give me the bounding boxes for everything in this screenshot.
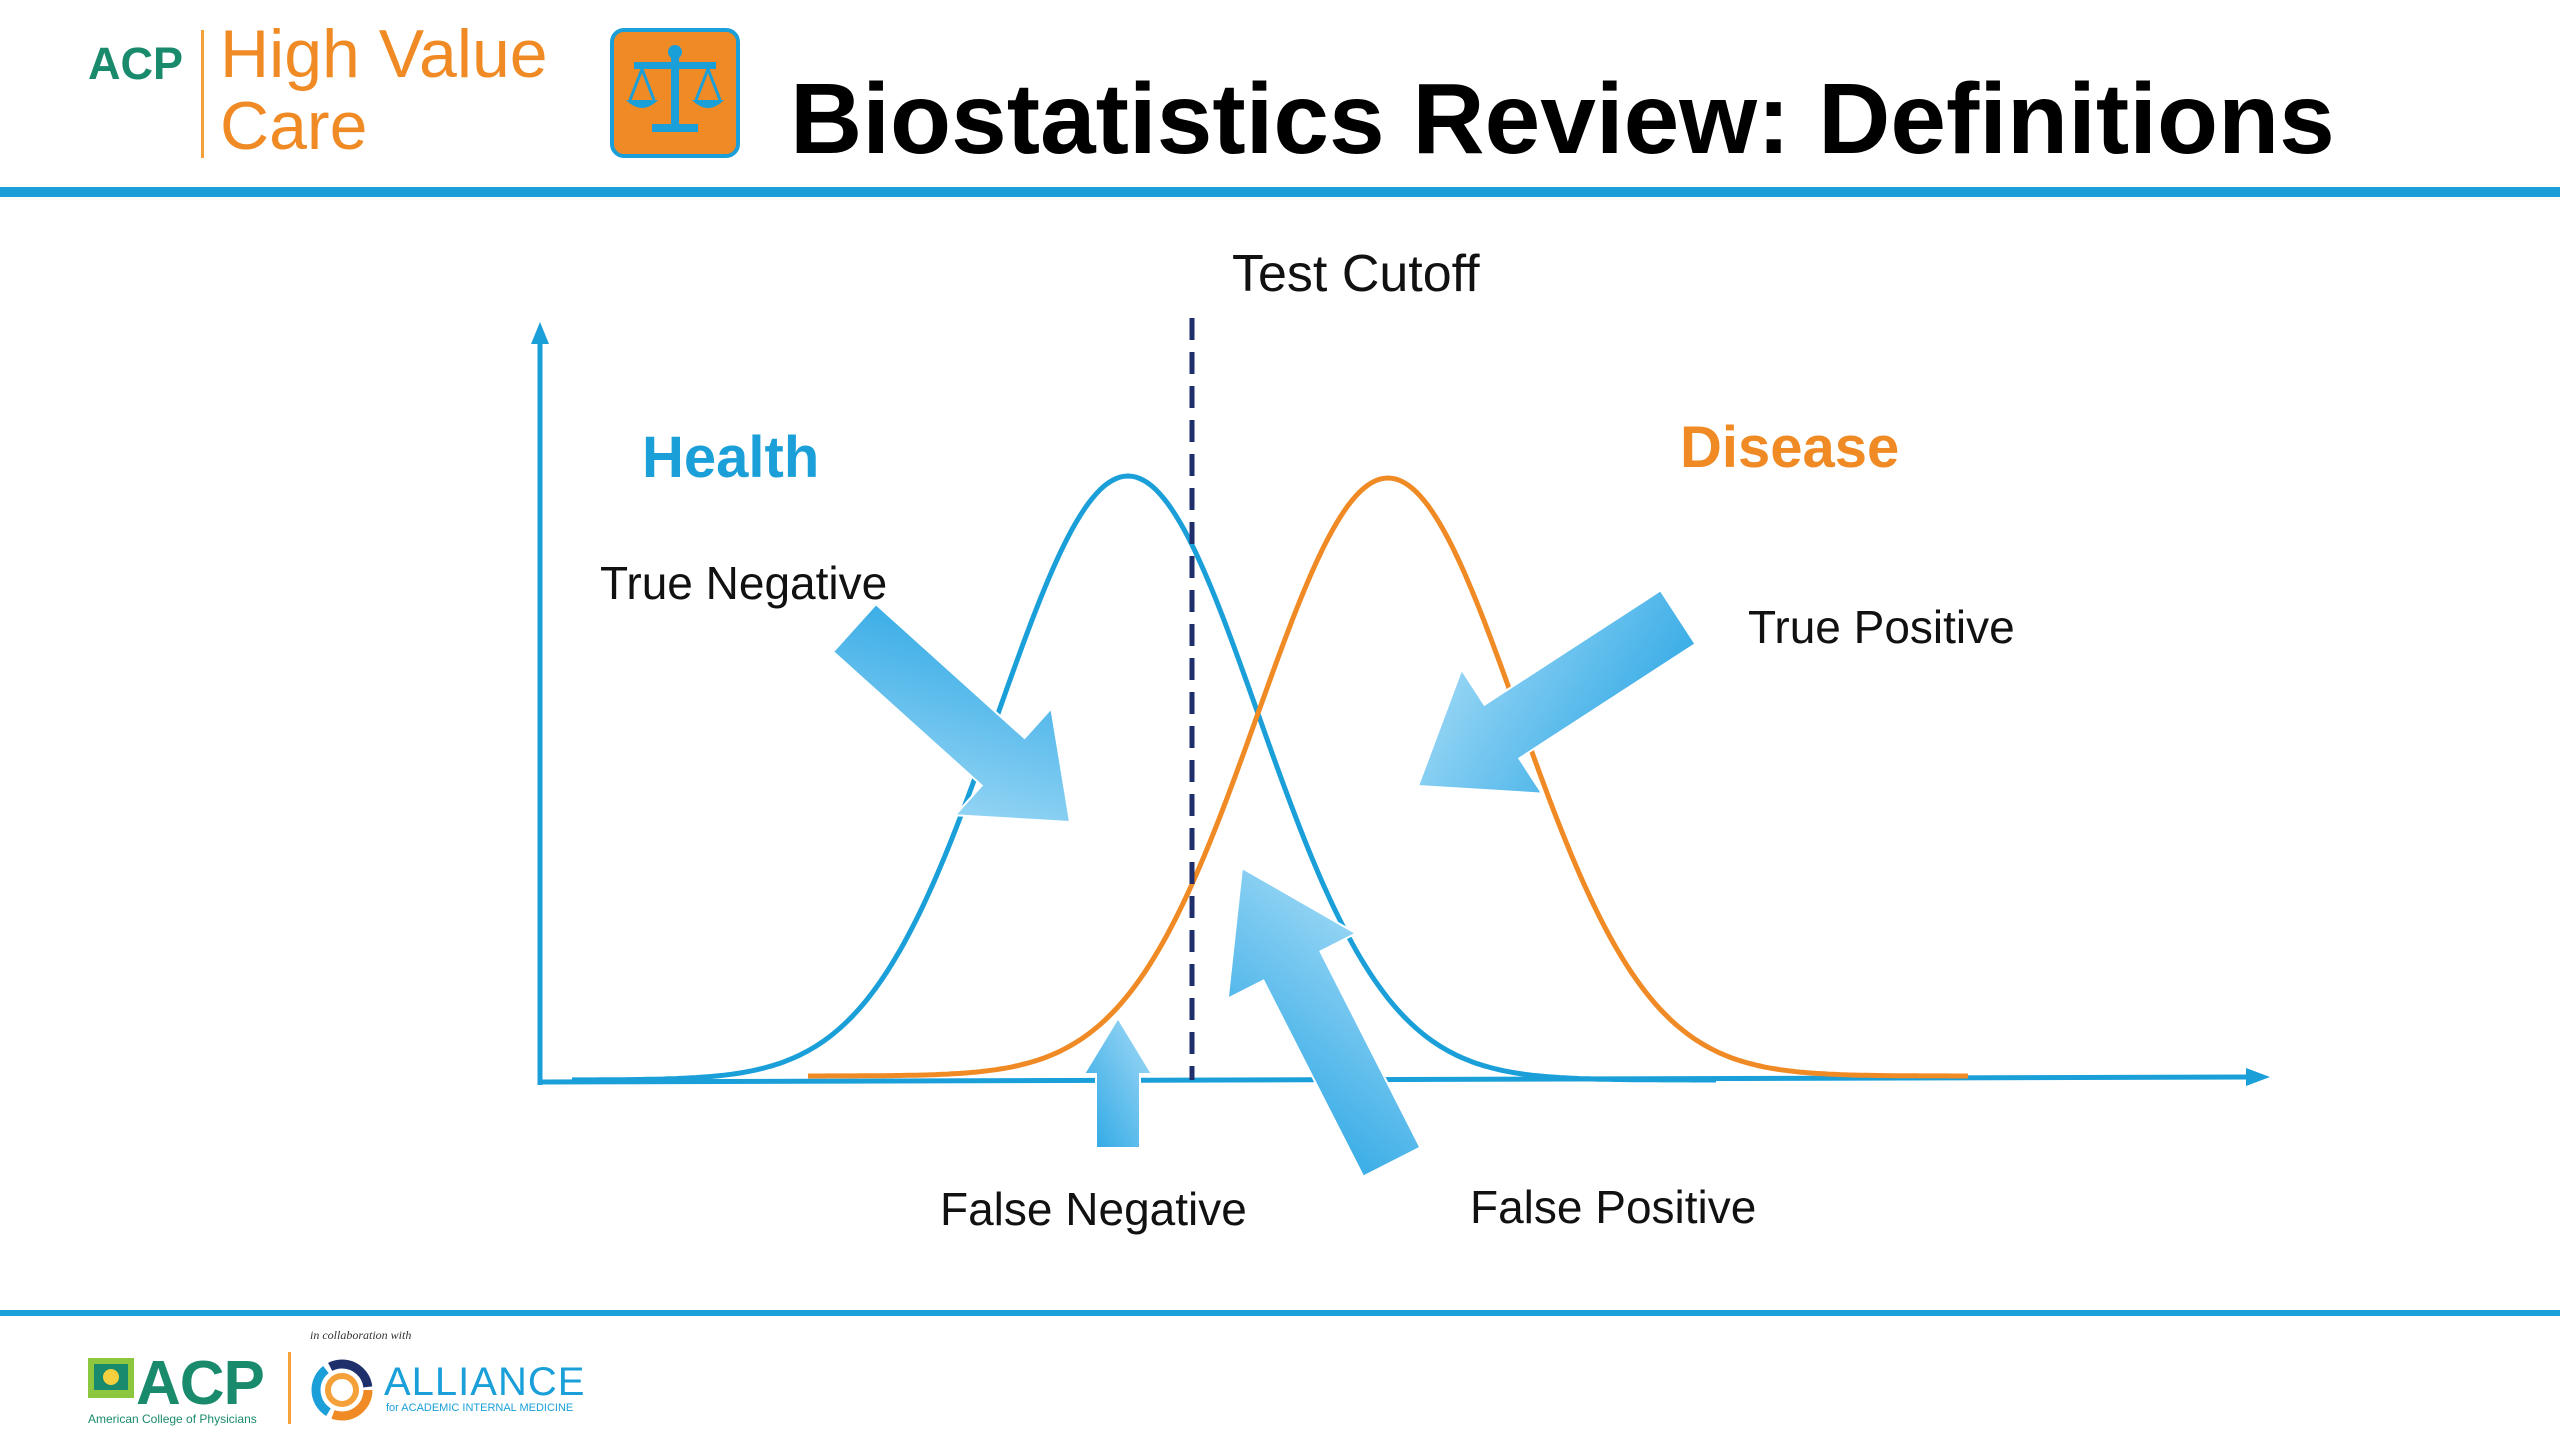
disease-curve (808, 475, 1968, 1079)
acp-logo-text: ACP (88, 38, 184, 89)
true-positive-arrow (1416, 588, 1697, 795)
high-value-care-logo: High Value Care (220, 18, 548, 162)
test-cutoff-label: Test Cutoff (1232, 245, 1480, 303)
footer-divider (288, 1352, 291, 1424)
distribution-diagram (531, 318, 2270, 1178)
x-axis (539, 1074, 2251, 1085)
true-positive-label: True Positive (1748, 601, 2015, 653)
slide-title: Biostatistics Review: Definitions (790, 63, 2335, 175)
false-negative-label: False Negative (940, 1183, 1247, 1235)
scale-icon (610, 28, 740, 158)
footer-acp-logo: ACP (136, 1349, 265, 1418)
true-negative-label: True Negative (600, 557, 888, 609)
footer-alliance-sub: for ACADEMIC INTERNAL MEDICINE (386, 1402, 574, 1414)
x-axis-arrowhead (2246, 1068, 2270, 1086)
scale-icon-graphic (626, 45, 724, 132)
alliance-logo-icon (311, 1359, 373, 1421)
acp-footer-icon (88, 1358, 134, 1398)
health-label: Health (642, 425, 820, 490)
disease-label: Disease (1680, 415, 1900, 480)
footer-acp-fullname: American College of Physicians (88, 1412, 257, 1426)
logo-divider (201, 30, 204, 158)
y-axis-arrowhead (531, 322, 549, 344)
footer-alliance-logo: ALLIANCE (384, 1360, 586, 1404)
footer-collab-text: in collaboration with (310, 1328, 412, 1342)
false-negative-arrow (1082, 1016, 1154, 1149)
false-positive-label: False Positive (1470, 1181, 1757, 1233)
logo-line-2: Care (220, 88, 368, 164)
true-negative-arrow (831, 602, 1072, 824)
false-positive-arrow (1226, 866, 1422, 1178)
logo-line-1: High Value (220, 16, 548, 92)
health-curve (572, 473, 1716, 1083)
footer-rule (0, 1310, 2560, 1316)
header-rule (0, 187, 2560, 197)
